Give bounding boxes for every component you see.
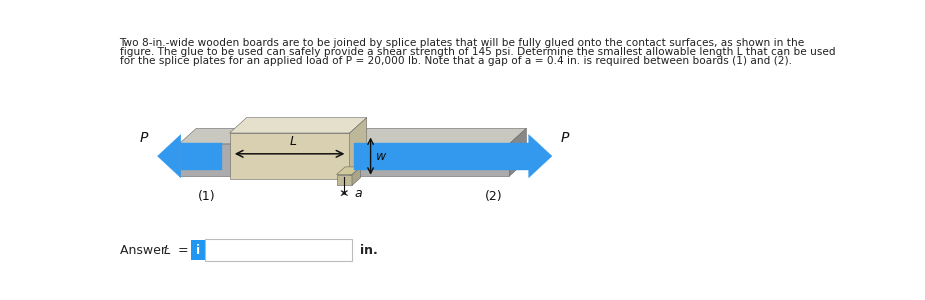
Polygon shape (529, 135, 552, 178)
Polygon shape (180, 142, 222, 170)
Text: L: L (290, 135, 297, 148)
Polygon shape (157, 135, 180, 178)
Polygon shape (338, 128, 355, 176)
Polygon shape (354, 142, 529, 170)
Text: for the splice plates for an applied load of P = 20,000 lb. Note that a gap of a: for the splice plates for an applied loa… (119, 56, 792, 66)
Text: Answer:: Answer: (119, 244, 174, 256)
Polygon shape (351, 128, 526, 144)
Text: figure. The glue to be used can safely provide a shear strength of 145 psi. Dete: figure. The glue to be used can safely p… (119, 47, 835, 57)
Text: a: a (354, 187, 362, 200)
Polygon shape (229, 118, 366, 133)
Polygon shape (350, 118, 366, 179)
Text: i: i (196, 244, 200, 256)
FancyBboxPatch shape (204, 239, 352, 261)
Text: =: = (174, 244, 192, 256)
Text: L: L (164, 244, 171, 256)
Polygon shape (179, 144, 338, 176)
Polygon shape (229, 133, 350, 179)
Text: in.: in. (360, 244, 377, 256)
Text: Two 8-in.-wide wooden boards are to be joined by splice plates that will be full: Two 8-in.-wide wooden boards are to be j… (119, 38, 805, 48)
Text: w: w (376, 150, 387, 163)
Text: P: P (140, 130, 149, 145)
Polygon shape (351, 144, 510, 176)
Polygon shape (337, 175, 352, 185)
Text: (2): (2) (485, 190, 502, 203)
Polygon shape (510, 128, 526, 176)
Polygon shape (179, 128, 355, 144)
Polygon shape (352, 167, 361, 185)
Text: P: P (561, 130, 569, 145)
Text: (1): (1) (198, 190, 216, 203)
Polygon shape (337, 167, 361, 175)
FancyBboxPatch shape (191, 240, 204, 260)
